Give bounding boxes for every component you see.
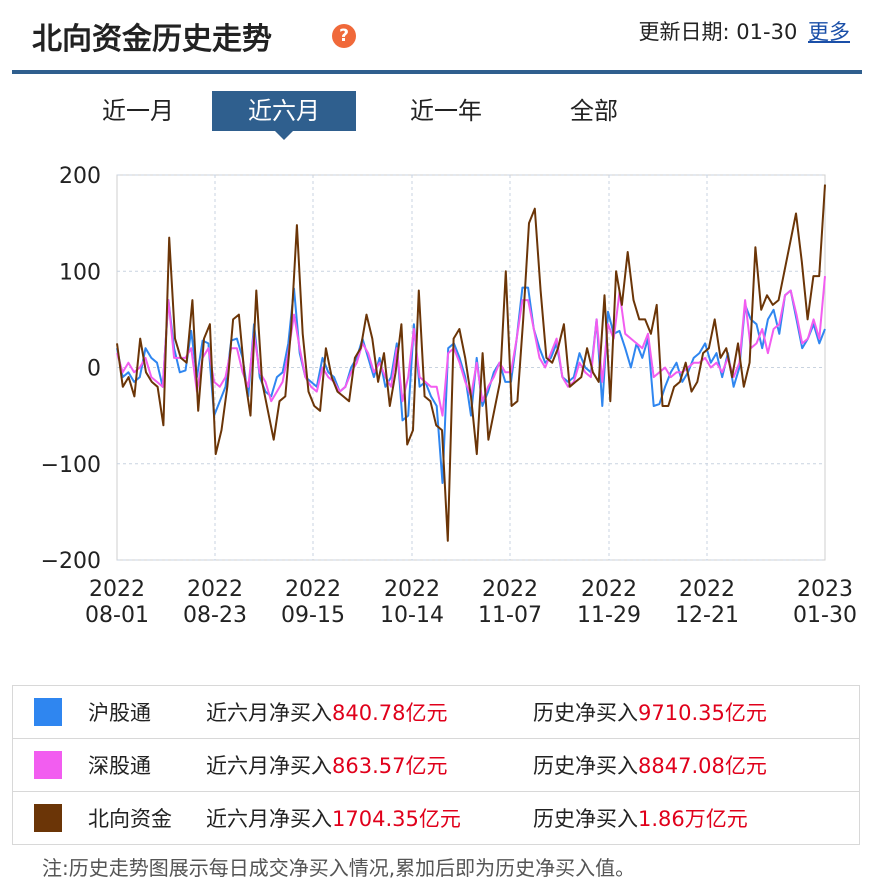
more-link[interactable]: 更多 [808,20,850,44]
x-tick-year: 2022 [187,577,243,602]
header-divider [12,70,862,74]
recent-value: 840.78亿元 [332,701,448,725]
y-tick-label: −200 [41,549,101,574]
recent-label: 近六月净买入 [206,701,332,725]
x-tick-date: 08-23 [183,603,247,628]
y-tick-label: 100 [59,260,101,285]
hist-label: 历史净买入 [533,754,638,778]
sh-color-swatch [34,698,62,726]
series-line-north [116,184,826,542]
north-color-swatch [34,804,62,832]
tab-one-year[interactable]: 近一年 [410,97,482,125]
hist-value: 9710.35亿元 [638,701,767,725]
legend-table: 沪股通 近六月净买入840.78亿元 历史净买入9710.35亿元 深股通 近六… [12,685,860,845]
update-info: 更新日期: 01-30 更多 [639,16,850,46]
update-date: 01-30 [736,20,798,44]
recent-value: 1704.35亿元 [332,807,461,831]
tab-six-months[interactable]: 近六月 [212,91,356,140]
x-tick-date: 09-15 [281,603,345,628]
hist-value: 8847.08亿元 [638,754,767,778]
update-label: 更新日期: [638,20,730,44]
hist-label: 历史净买入 [533,807,638,831]
legend-name: 沪股通 [88,701,151,725]
y-tick-label: −100 [41,453,101,478]
x-tick-year: 2022 [581,577,637,602]
x-tick-year: 2022 [482,577,538,602]
legend-row-north: 北向资金 近六月净买入1704.35亿元 历史净买入1.86万亿元 [12,791,860,845]
x-tick-year: 2022 [285,577,341,602]
x-tick-year: 2022 [89,577,145,602]
northbound-flow-chart: 2001000−100−200202208-01202208-23202209-… [41,164,857,628]
sz-color-swatch [34,751,62,779]
y-tick-label: 200 [59,164,101,189]
x-tick-date: 11-29 [577,603,641,628]
x-tick-year: 2022 [679,577,735,602]
x-tick-date: 11-07 [478,603,542,628]
footnote: 注:历史走势图展示每日成交净买入情况,累加后即为历史净买入值。 [42,856,636,880]
x-tick-date: 01-30 [793,603,857,628]
legend-row-sh: 沪股通 近六月净买入840.78亿元 历史净买入9710.35亿元 [12,685,860,739]
recent-value: 863.57亿元 [332,754,448,778]
tab-one-month[interactable]: 近一月 [102,97,174,125]
hist-value: 1.86万亿元 [638,807,748,831]
legend-name: 深股通 [88,754,151,778]
x-tick-date: 08-01 [85,603,149,628]
x-tick-year: 2022 [384,577,440,602]
help-icon[interactable]: ? [332,24,356,48]
x-tick-date: 10-14 [380,603,444,628]
page-title: 北向资金历史走势 [32,22,272,57]
legend-name: 北向资金 [88,807,172,831]
recent-label: 近六月净买入 [206,807,332,831]
period-tabs: 近一月 近六月 近一年 全部 [0,91,894,140]
tab-all[interactable]: 全部 [570,97,618,125]
x-tick-date: 12-21 [675,603,739,628]
y-tick-label: 0 [87,357,101,382]
recent-label: 近六月净买入 [206,754,332,778]
x-tick-year: 2023 [797,577,853,602]
hist-label: 历史净买入 [533,701,638,725]
legend-row-sz: 深股通 近六月净买入863.57亿元 历史净买入8847.08亿元 [12,738,860,792]
